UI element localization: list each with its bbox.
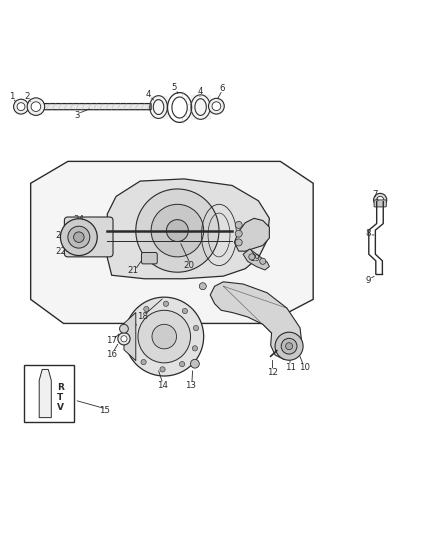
Text: 17: 17 xyxy=(106,336,117,345)
Text: 13: 13 xyxy=(185,381,196,390)
Polygon shape xyxy=(210,282,302,359)
Circle shape xyxy=(118,333,130,345)
Text: 9: 9 xyxy=(365,276,371,285)
Circle shape xyxy=(130,343,135,348)
Text: 21: 21 xyxy=(127,266,138,276)
Circle shape xyxy=(138,310,191,363)
Text: 24: 24 xyxy=(73,215,85,224)
Polygon shape xyxy=(31,161,313,324)
Text: 4: 4 xyxy=(145,90,151,99)
Circle shape xyxy=(144,306,149,312)
Text: 8: 8 xyxy=(365,229,371,238)
Polygon shape xyxy=(243,249,269,270)
Circle shape xyxy=(27,98,45,115)
Circle shape xyxy=(182,309,187,314)
Circle shape xyxy=(131,322,136,327)
Circle shape xyxy=(166,220,188,241)
Text: 12: 12 xyxy=(267,368,278,377)
Circle shape xyxy=(199,282,206,290)
Circle shape xyxy=(74,232,84,243)
Text: 2: 2 xyxy=(25,92,30,101)
Circle shape xyxy=(212,102,221,110)
FancyBboxPatch shape xyxy=(64,217,113,257)
FancyBboxPatch shape xyxy=(24,365,74,422)
Circle shape xyxy=(374,193,387,206)
Circle shape xyxy=(208,98,224,114)
Text: 5: 5 xyxy=(172,83,177,92)
Text: V: V xyxy=(57,403,64,411)
Text: R: R xyxy=(57,383,64,392)
Circle shape xyxy=(121,336,127,342)
Circle shape xyxy=(31,102,41,111)
Text: 11: 11 xyxy=(285,363,296,372)
Circle shape xyxy=(32,101,42,112)
Circle shape xyxy=(235,230,242,237)
Text: 6: 6 xyxy=(219,84,224,93)
Text: 7: 7 xyxy=(373,190,378,199)
Circle shape xyxy=(286,343,293,350)
Text: 15: 15 xyxy=(99,406,110,415)
Text: 23: 23 xyxy=(55,231,66,240)
Text: 22: 22 xyxy=(55,247,66,256)
Text: 18: 18 xyxy=(137,312,148,321)
Text: 14: 14 xyxy=(156,381,168,390)
Circle shape xyxy=(152,324,177,349)
Circle shape xyxy=(191,359,199,368)
Circle shape xyxy=(151,204,204,257)
Circle shape xyxy=(192,346,198,351)
Circle shape xyxy=(136,189,219,272)
Circle shape xyxy=(193,326,198,330)
Circle shape xyxy=(141,359,146,365)
Polygon shape xyxy=(39,369,51,418)
Circle shape xyxy=(14,99,28,114)
Text: 10: 10 xyxy=(299,363,310,372)
Circle shape xyxy=(60,219,97,255)
Text: 3: 3 xyxy=(74,111,79,120)
Polygon shape xyxy=(234,219,269,251)
Circle shape xyxy=(163,301,169,306)
Circle shape xyxy=(180,361,185,367)
FancyBboxPatch shape xyxy=(374,200,386,207)
Polygon shape xyxy=(107,179,269,279)
FancyBboxPatch shape xyxy=(141,253,157,264)
Circle shape xyxy=(377,197,384,204)
Circle shape xyxy=(120,324,128,333)
Circle shape xyxy=(160,367,165,372)
Polygon shape xyxy=(39,103,151,110)
Circle shape xyxy=(260,258,266,264)
Polygon shape xyxy=(124,312,136,361)
Text: 4: 4 xyxy=(198,87,203,96)
Circle shape xyxy=(125,297,204,376)
Circle shape xyxy=(235,221,242,229)
Text: 19: 19 xyxy=(250,254,260,263)
Circle shape xyxy=(17,103,25,110)
Circle shape xyxy=(281,338,297,354)
Circle shape xyxy=(68,226,90,248)
Circle shape xyxy=(235,239,242,246)
Text: 20: 20 xyxy=(184,261,195,270)
Circle shape xyxy=(249,254,255,260)
Text: 1: 1 xyxy=(10,92,15,101)
Text: 16: 16 xyxy=(106,350,117,359)
Text: T: T xyxy=(57,393,64,402)
Circle shape xyxy=(275,332,303,360)
